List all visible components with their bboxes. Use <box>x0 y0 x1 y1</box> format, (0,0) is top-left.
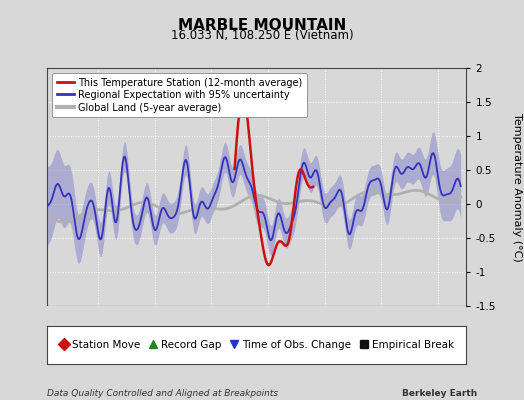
Text: Berkeley Earth: Berkeley Earth <box>401 389 477 398</box>
Text: Data Quality Controlled and Aligned at Breakpoints: Data Quality Controlled and Aligned at B… <box>47 389 278 398</box>
Text: MARBLE MOUNTAIN: MARBLE MOUNTAIN <box>178 18 346 33</box>
Legend: This Temperature Station (12-month average), Regional Expectation with 95% uncer: This Temperature Station (12-month avera… <box>52 73 308 118</box>
Y-axis label: Temperature Anomaly (°C): Temperature Anomaly (°C) <box>512 113 522 261</box>
Text: 16.033 N, 108.250 E (Vietnam): 16.033 N, 108.250 E (Vietnam) <box>171 29 353 42</box>
Legend: Station Move, Record Gap, Time of Obs. Change, Empirical Break: Station Move, Record Gap, Time of Obs. C… <box>55 336 458 354</box>
